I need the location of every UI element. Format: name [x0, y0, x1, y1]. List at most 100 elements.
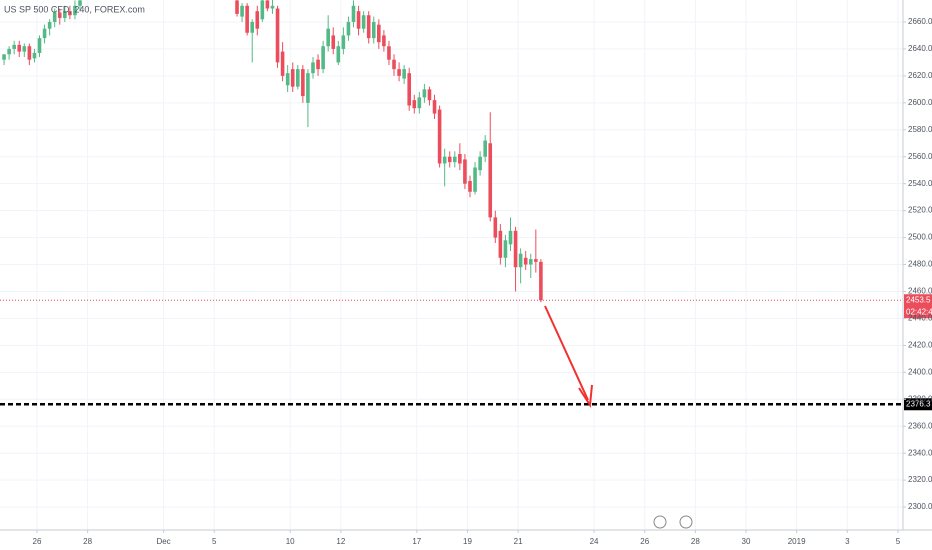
y-tick-label: 2360.0: [908, 421, 932, 430]
candle-body: [427, 89, 432, 101]
candle-body: [356, 11, 361, 29]
candle-body: [7, 48, 11, 55]
target-label-box: [904, 398, 932, 411]
candle-body: [52, 12, 57, 22]
candle-body: [366, 15, 371, 39]
y-tick-label: 2560.0: [908, 152, 932, 161]
candle-body: [290, 69, 295, 87]
candle-body: [478, 156, 482, 171]
y-tick-label: 2480.0: [908, 260, 932, 269]
candle-body: [523, 257, 528, 265]
candle-body: [341, 35, 346, 49]
candle-body: [463, 159, 467, 184]
x-tick-label: 5: [212, 537, 217, 546]
candle-body: [295, 69, 300, 87]
y-tick-label: 2500.0: [908, 233, 932, 242]
candle-body: [397, 69, 401, 76]
candle-body: [63, 11, 67, 18]
candle-body: [240, 5, 244, 17]
event-icon[interactable]: [653, 515, 667, 529]
y-tick-label: 2320.0: [908, 475, 932, 484]
candle-body: [316, 59, 320, 70]
candle-body: [270, 5, 275, 9]
candle-body: [503, 240, 508, 258]
candle-body: [57, 12, 62, 18]
candle-body: [336, 46, 341, 63]
x-tick-label: 12: [336, 537, 345, 546]
x-tick-label: 19: [463, 537, 472, 546]
x-tick-label: 17: [412, 537, 421, 546]
candle-body: [422, 89, 427, 98]
candle-body: [473, 167, 477, 192]
candle-body: [47, 21, 52, 29]
candle-body: [265, 0, 270, 9]
y-tick-label: 2400.0: [908, 367, 932, 376]
arrow-shaft: [544, 305, 589, 401]
candle-body: [442, 156, 447, 164]
target-label: 2376.3: [906, 399, 931, 408]
x-tick-label: 24: [590, 537, 599, 546]
y-tick-label: 2420.0: [908, 340, 932, 349]
candle-body: [513, 230, 518, 268]
chart-title: US SP 500 CFD, 240, FOREX.com: [4, 4, 145, 14]
y-tick-label: 2520.0: [908, 206, 932, 215]
annotations: 2453.5 02:42:42 2376.3: [0, 294, 932, 411]
event-icons: [653, 515, 693, 529]
x-tick-label: 5: [896, 537, 901, 546]
candle-body: [32, 52, 37, 59]
candle-body: [326, 28, 330, 47]
candle-body: [27, 46, 32, 60]
candle-body: [12, 44, 16, 49]
candle-body: [432, 100, 437, 114]
arrow-head: [578, 384, 593, 408]
event-icon[interactable]: [679, 515, 693, 529]
candle-body: [260, 0, 265, 20]
candle-body: [468, 180, 472, 192]
candle-body: [2, 54, 6, 60]
y-tick-label: 2540.0: [908, 179, 932, 188]
y-tick-label: 2600.0: [908, 98, 932, 107]
candle-body: [447, 156, 452, 163]
x-tick-label: 3: [845, 537, 850, 546]
price-label-box: [904, 294, 932, 319]
candle-body: [493, 217, 498, 238]
candle-body: [458, 154, 462, 164]
x-tick-label: 26: [640, 537, 649, 546]
candle-body: [17, 44, 22, 52]
candle-body: [42, 28, 47, 39]
candle-body: [407, 73, 412, 106]
candle-body: [437, 109, 442, 164]
x-tick-label: Dec: [156, 537, 170, 546]
x-tick-label: 2019: [788, 537, 806, 546]
y-tick-label: 2340.0: [908, 448, 932, 457]
candle-body: [534, 259, 538, 262]
candles: [2, 0, 543, 303]
candle-body: [22, 46, 27, 52]
x-tick-label: 10: [286, 537, 295, 546]
x-tick-label: 28: [691, 537, 700, 546]
candle-body: [301, 69, 305, 97]
x-tick-label: 26: [33, 537, 42, 546]
candle-body: [452, 156, 457, 163]
candle-body: [280, 51, 285, 76]
y-tick-label: 2580.0: [908, 125, 932, 134]
candle-body: [539, 261, 543, 301]
candle-body: [37, 38, 42, 53]
y-tick-label: 2380.0: [908, 394, 932, 403]
candle-body: [346, 21, 351, 36]
candle-body: [331, 35, 336, 49]
candle-body: [245, 5, 249, 33]
x-tick-label: 21: [514, 537, 523, 546]
candle-body: [68, 11, 72, 16]
y-tick-label: 2620.0: [908, 71, 932, 80]
candle-body: [483, 140, 487, 157]
candle-body: [508, 230, 513, 245]
candle-body: [528, 259, 533, 265]
candle-body: [285, 73, 290, 86]
candle-body: [73, 5, 77, 16]
candle-body: [306, 73, 310, 103]
candle-body: [382, 35, 386, 47]
y-tick-label: 2460.0: [908, 287, 932, 296]
candle-body: [392, 59, 396, 70]
